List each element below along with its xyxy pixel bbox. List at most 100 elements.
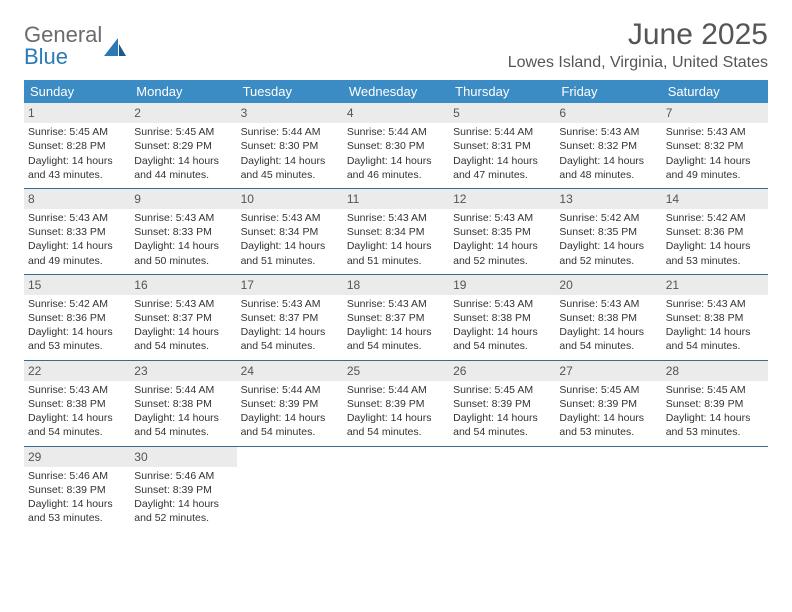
logo-text: General Blue xyxy=(24,24,102,68)
day-cell: 7 Sunrise: 5:43 AMSunset: 8:32 PMDaylight… xyxy=(662,103,768,188)
day-day1: Daylight: 14 hours xyxy=(134,325,232,339)
day-sunrise: Sunrise: 5:46 AM xyxy=(134,469,232,483)
day-day2: and 54 minutes. xyxy=(453,339,551,353)
day-day2: and 54 minutes. xyxy=(453,425,551,439)
day-day1: Daylight: 14 hours xyxy=(666,154,764,168)
day-sunset: Sunset: 8:39 PM xyxy=(347,397,445,411)
day-sunset: Sunset: 8:38 PM xyxy=(28,397,126,411)
day-number: 24 xyxy=(237,361,343,381)
day-day2: and 53 minutes. xyxy=(666,254,764,268)
day-sunset: Sunset: 8:37 PM xyxy=(134,311,232,325)
day-number: 18 xyxy=(343,275,449,295)
week-row: 22Sunrise: 5:43 AMSunset: 8:38 PMDayligh… xyxy=(24,360,768,446)
day-sunrise: Sunrise: 5:43 AM xyxy=(28,383,126,397)
day-sunrise: Sunrise: 5:43 AM xyxy=(559,125,657,139)
day-cell-empty xyxy=(237,447,343,532)
day-sunset: Sunset: 8:32 PM xyxy=(666,139,764,153)
day-day1: Daylight: 14 hours xyxy=(134,239,232,253)
day-sunset: Sunset: 8:30 PM xyxy=(241,139,339,153)
day-day1: Daylight: 14 hours xyxy=(666,325,764,339)
day-day1: Daylight: 14 hours xyxy=(28,325,126,339)
day-sunset: Sunset: 8:31 PM xyxy=(453,139,551,153)
day-day2: and 47 minutes. xyxy=(453,168,551,182)
day-day2: and 48 minutes. xyxy=(559,168,657,182)
day-sunrise: Sunrise: 5:44 AM xyxy=(347,383,445,397)
day-sunrise: Sunrise: 5:45 AM xyxy=(453,383,551,397)
day-day2: and 51 minutes. xyxy=(347,254,445,268)
title-block: June 2025 Lowes Island, Virginia, United… xyxy=(508,18,768,72)
day-day2: and 52 minutes. xyxy=(453,254,551,268)
month-title: June 2025 xyxy=(508,18,768,52)
day-sunset: Sunset: 8:39 PM xyxy=(453,397,551,411)
day-sunrise: Sunrise: 5:45 AM xyxy=(559,383,657,397)
day-cell: 18Sunrise: 5:43 AMSunset: 8:37 PMDayligh… xyxy=(343,275,449,360)
day-number: 13 xyxy=(555,189,661,209)
day-day2: and 44 minutes. xyxy=(134,168,232,182)
day-number: 19 xyxy=(449,275,555,295)
day-header-row: SundayMondayTuesdayWednesdayThursdayFrid… xyxy=(24,80,768,103)
calendar: SundayMondayTuesdayWednesdayThursdayFrid… xyxy=(24,80,768,531)
day-cell: 2Sunrise: 5:45 AMSunset: 8:29 PMDaylight… xyxy=(130,103,236,188)
day-cell: 30Sunrise: 5:46 AMSunset: 8:39 PMDayligh… xyxy=(130,447,236,532)
day-number: 16 xyxy=(130,275,236,295)
week-row: 15Sunrise: 5:42 AMSunset: 8:36 PMDayligh… xyxy=(24,274,768,360)
day-day2: and 54 minutes. xyxy=(347,339,445,353)
week-row: 1Sunrise: 5:45 AMSunset: 8:28 PMDaylight… xyxy=(24,103,768,188)
day-header: Sunday xyxy=(24,80,130,103)
day-cell: 22 Sunrise: 5:43 AMSunset: 8:38 PMDayligh… xyxy=(24,361,130,446)
day-cell: 6Sunrise: 5:43 AMSunset: 8:32 PMDaylight… xyxy=(555,103,661,188)
day-sunrise: Sunrise: 5:43 AM xyxy=(347,211,445,225)
day-sunrise: Sunrise: 5:43 AM xyxy=(134,297,232,311)
day-number: 8 xyxy=(24,189,130,209)
day-sunrise: Sunrise: 5:43 AM xyxy=(453,211,551,225)
day-sunset: Sunset: 8:39 PM xyxy=(666,397,764,411)
day-number: 15 xyxy=(24,275,130,295)
day-day2: and 54 minutes. xyxy=(347,425,445,439)
day-day1: Daylight: 14 hours xyxy=(559,325,657,339)
day-day1: Daylight: 14 hours xyxy=(453,154,551,168)
day-day1: Daylight: 14 hours xyxy=(134,154,232,168)
day-day1: Daylight: 14 hours xyxy=(28,239,126,253)
day-cell: 1Sunrise: 5:45 AMSunset: 8:28 PMDaylight… xyxy=(24,103,130,188)
logo-line2: Blue xyxy=(24,46,102,68)
day-sunset: Sunset: 8:29 PM xyxy=(134,139,232,153)
day-number: 7 xyxy=(662,103,768,123)
logo-sail-icon xyxy=(104,36,128,58)
day-day1: Daylight: 14 hours xyxy=(559,411,657,425)
day-sunset: Sunset: 8:28 PM xyxy=(28,139,126,153)
day-cell: 9Sunrise: 5:43 AMSunset: 8:33 PMDaylight… xyxy=(130,189,236,274)
day-day1: Daylight: 14 hours xyxy=(28,411,126,425)
day-cell-empty xyxy=(555,447,661,532)
day-day2: and 53 minutes. xyxy=(28,511,126,525)
day-sunrise: Sunrise: 5:46 AM xyxy=(28,469,126,483)
day-header: Saturday xyxy=(662,80,768,103)
day-cell: 13Sunrise: 5:42 AMSunset: 8:35 PMDayligh… xyxy=(555,189,661,274)
day-number: 11 xyxy=(343,189,449,209)
day-day2: and 54 minutes. xyxy=(559,339,657,353)
day-sunset: Sunset: 8:34 PM xyxy=(241,225,339,239)
day-sunrise: Sunrise: 5:43 AM xyxy=(241,297,339,311)
day-sunrise: Sunrise: 5:44 AM xyxy=(241,125,339,139)
day-sunrise: Sunrise: 5:43 AM xyxy=(666,125,764,139)
day-day1: Daylight: 14 hours xyxy=(241,325,339,339)
day-sunrise: Sunrise: 5:43 AM xyxy=(241,211,339,225)
day-day1: Daylight: 14 hours xyxy=(241,154,339,168)
day-day2: and 54 minutes. xyxy=(241,425,339,439)
day-number: 21 xyxy=(662,275,768,295)
day-number: 4 xyxy=(343,103,449,123)
day-number: 27 xyxy=(555,361,661,381)
day-day2: and 46 minutes. xyxy=(347,168,445,182)
day-number: 5 xyxy=(449,103,555,123)
day-day2: and 50 minutes. xyxy=(134,254,232,268)
logo: General Blue xyxy=(24,24,128,68)
day-cell: 11Sunrise: 5:43 AMSunset: 8:34 PMDayligh… xyxy=(343,189,449,274)
day-sunset: Sunset: 8:35 PM xyxy=(453,225,551,239)
day-number: 22 xyxy=(24,361,130,381)
day-sunrise: Sunrise: 5:43 AM xyxy=(134,211,232,225)
day-cell-empty xyxy=(662,447,768,532)
day-number: 6 xyxy=(555,103,661,123)
day-sunset: Sunset: 8:38 PM xyxy=(453,311,551,325)
day-number: 25 xyxy=(343,361,449,381)
day-sunrise: Sunrise: 5:42 AM xyxy=(559,211,657,225)
day-cell: 16 Sunrise: 5:43 AMSunset: 8:37 PMDayligh… xyxy=(130,275,236,360)
